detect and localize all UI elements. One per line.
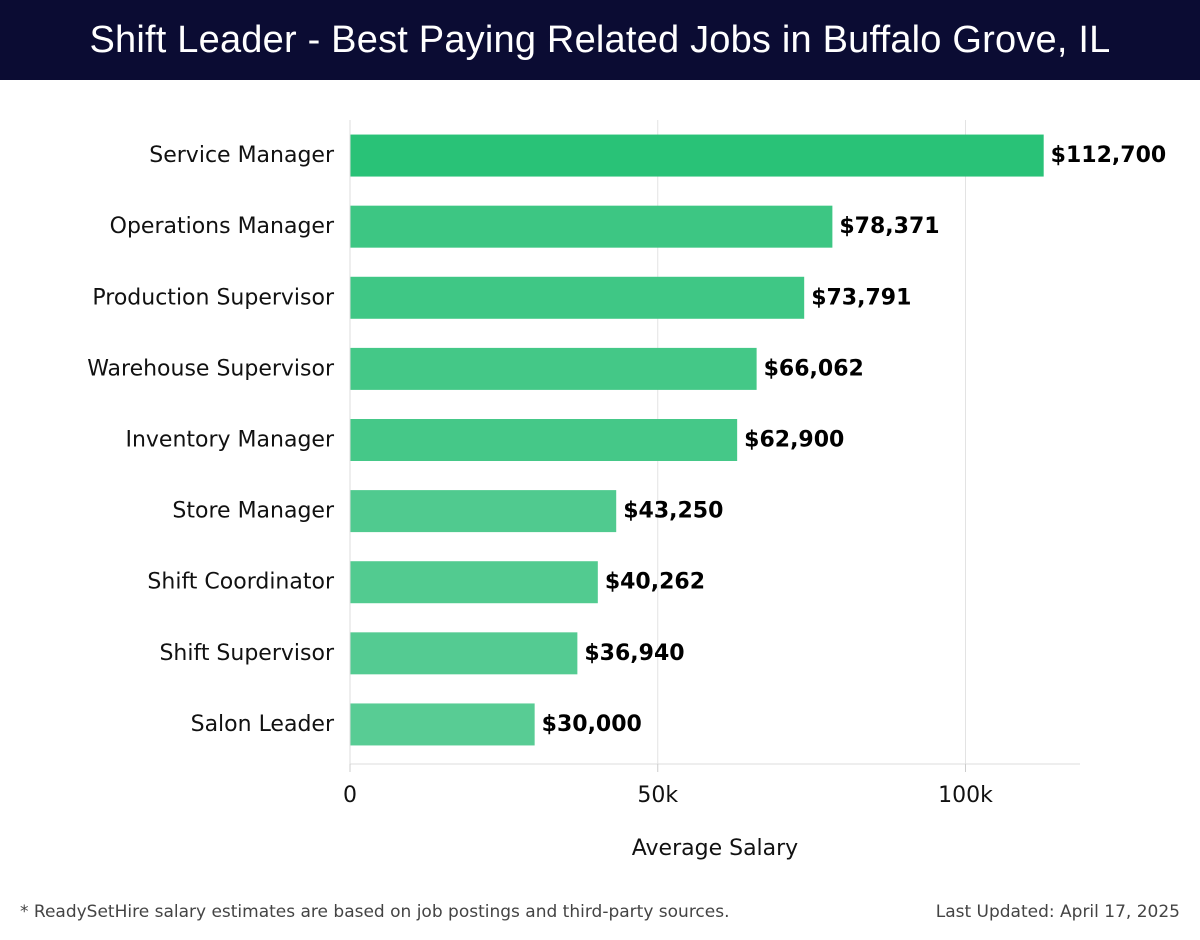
value-label: $73,791 [811,285,911,310]
bar-operations-manager [350,205,833,248]
bars: Service Manager $112,700 Operations Manage… [87,134,1167,746]
salary-bar-chart: Service Manager $112,700 Operations Manage… [87,120,1167,861]
value-label: $36,940 [584,641,684,666]
category-label: Production Supervisor [92,285,335,310]
last-updated: Last Updated: April 17, 2025 [935,902,1180,922]
value-label: $62,900 [744,428,844,453]
chart-title: Shift Leader - Best Paying Related Jobs … [89,18,1111,61]
value-label: $43,250 [623,499,723,524]
x-tick-label: 50k [637,783,678,808]
bar-store-manager [350,490,617,533]
value-label: $112,700 [1051,143,1167,168]
x-axis: 0 50k 100k Average Salary [343,120,1080,861]
value-label: $66,062 [764,356,864,381]
bar-salon-leader [350,703,535,746]
value-label: $40,262 [605,570,705,595]
category-label: Salon Leader [191,712,335,737]
category-label: Shift Coordinator [147,570,335,595]
footer-note: * ReadySetHire salary estimates are base… [20,902,730,922]
bar-shift-coordinator [350,561,598,604]
chart-header: Shift Leader - Best Paying Related Jobs … [0,0,1200,80]
category-label: Shift Supervisor [159,641,335,666]
bar-shift-supervisor [350,632,578,675]
category-label: Operations Manager [110,214,335,239]
value-label: $30,000 [542,712,642,737]
category-label: Service Manager [149,143,335,168]
x-tick-label: 0 [343,783,357,808]
category-label: Store Manager [172,499,335,524]
category-label: Warehouse Supervisor [87,356,335,381]
value-label: $78,371 [839,214,939,239]
category-label: Inventory Manager [125,428,334,453]
x-tick-label: 100k [938,783,993,808]
x-axis-title: Average Salary [632,836,798,861]
bar-production-supervisor [350,276,805,319]
bar-service-manager [350,134,1044,177]
bar-inventory-manager [350,419,738,461]
bar-warehouse-supervisor [350,347,757,390]
